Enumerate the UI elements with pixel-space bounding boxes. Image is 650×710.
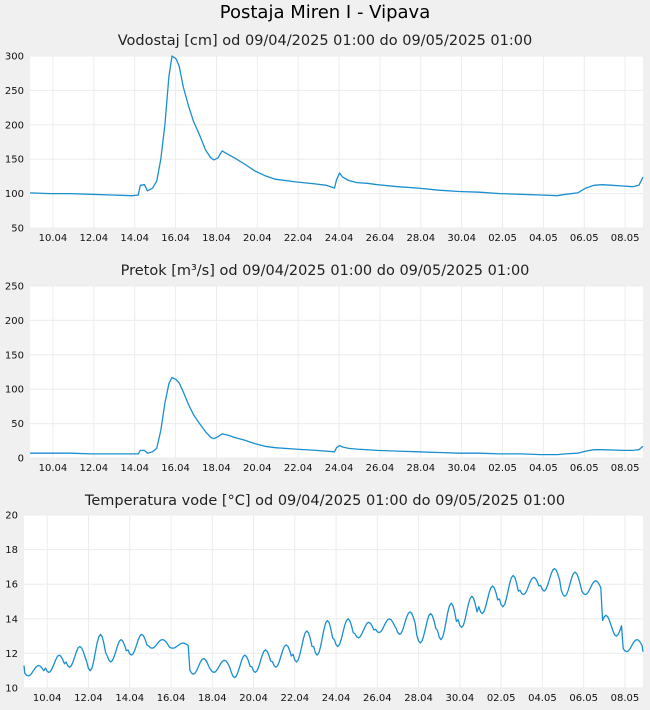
- plot-area: [24, 515, 643, 688]
- x-tick-label: 14.04: [120, 233, 149, 244]
- y-tick-label: 10: [5, 684, 18, 695]
- x-tick-label: 30.04: [447, 233, 476, 244]
- x-tick-label: 08.05: [611, 693, 640, 704]
- chart-2: Pretok [m³/s] od 09/04/2025 01:00 do 09/…: [5, 263, 644, 474]
- x-tick-label: 22.04: [284, 233, 313, 244]
- x-tick-label: 22.04: [280, 693, 309, 704]
- x-tick-label: 02.05: [488, 463, 517, 474]
- y-tick-label: 16: [5, 580, 18, 591]
- x-tick-label: 12.04: [74, 693, 103, 704]
- chart-title: Pretok [m³/s] od 09/04/2025 01:00 do 09/…: [121, 263, 530, 279]
- x-tick-label: 14.04: [115, 693, 144, 704]
- y-tick-label: 50: [11, 224, 24, 235]
- y-tick-label: 200: [5, 316, 24, 327]
- x-tick-label: 26.04: [366, 463, 395, 474]
- x-tick-label: 28.04: [406, 233, 435, 244]
- x-tick-label: 26.04: [363, 693, 392, 704]
- x-tick-label: 06.05: [570, 463, 599, 474]
- y-tick-label: 200: [5, 120, 24, 131]
- chart-1: Vodostaj [cm] od 09/04/2025 01:00 do 09/…: [5, 33, 644, 244]
- x-tick-label: 24.04: [325, 233, 354, 244]
- x-tick-label: 04.05: [529, 463, 558, 474]
- y-tick-label: 150: [5, 350, 24, 361]
- y-tick-label: 100: [5, 385, 24, 396]
- y-tick-label: 0: [18, 454, 24, 465]
- x-tick-label: 16.04: [161, 233, 190, 244]
- plot-area: [30, 286, 643, 458]
- y-tick-label: 300: [5, 52, 24, 63]
- x-tick-label: 18.04: [198, 693, 227, 704]
- y-tick-label: 14: [5, 614, 18, 625]
- x-tick-label: 24.04: [325, 463, 354, 474]
- x-tick-label: 24.04: [322, 693, 351, 704]
- x-tick-label: 10.04: [39, 233, 68, 244]
- y-tick-label: 100: [5, 189, 24, 200]
- x-tick-label: 16.04: [161, 463, 190, 474]
- y-tick-label: 12: [5, 649, 18, 660]
- x-tick-label: 06.05: [569, 693, 598, 704]
- y-tick-label: 150: [5, 155, 24, 166]
- x-tick-label: 16.04: [157, 693, 186, 704]
- x-tick-label: 06.05: [570, 233, 599, 244]
- x-tick-label: 20.04: [243, 233, 272, 244]
- series-line: [29, 55, 644, 197]
- x-tick-label: 12.04: [80, 463, 109, 474]
- x-tick-label: 08.05: [611, 463, 640, 474]
- x-tick-label: 30.04: [447, 463, 476, 474]
- y-tick-label: 250: [5, 282, 24, 293]
- x-tick-label: 20.04: [243, 463, 272, 474]
- y-tick-label: 50: [11, 419, 24, 430]
- x-tick-label: 04.05: [529, 233, 558, 244]
- x-tick-label: 04.05: [528, 693, 557, 704]
- series-line: [23, 567, 644, 679]
- x-tick-label: 18.04: [202, 233, 231, 244]
- x-tick-label: 20.04: [239, 693, 268, 704]
- x-tick-label: 28.04: [406, 463, 435, 474]
- chart-title: Temperatura vode [°C] od 09/04/2025 01:0…: [84, 493, 565, 509]
- x-tick-label: 02.05: [487, 693, 516, 704]
- chart-title: Vodostaj [cm] od 09/04/2025 01:00 do 09/…: [118, 33, 532, 49]
- x-tick-label: 08.05: [611, 233, 640, 244]
- x-tick-label: 22.04: [284, 463, 313, 474]
- x-tick-label: 28.04: [404, 693, 433, 704]
- x-tick-label: 10.04: [33, 693, 62, 704]
- x-tick-label: 14.04: [120, 463, 149, 474]
- x-tick-label: 02.05: [488, 233, 517, 244]
- x-tick-label: 30.04: [446, 693, 475, 704]
- x-tick-label: 18.04: [202, 463, 231, 474]
- chart-3: Temperatura vode [°C] od 09/04/2025 01:0…: [5, 493, 644, 704]
- x-tick-label: 26.04: [366, 233, 395, 244]
- plot-area: [30, 56, 643, 228]
- page-title: Postaja Miren I - Vipava: [219, 2, 431, 23]
- y-tick-label: 18: [5, 545, 18, 556]
- y-tick-label: 20: [5, 511, 18, 522]
- x-tick-label: 12.04: [80, 233, 109, 244]
- x-tick-label: 10.04: [39, 463, 68, 474]
- series-line: [30, 376, 644, 456]
- y-tick-label: 250: [5, 86, 24, 97]
